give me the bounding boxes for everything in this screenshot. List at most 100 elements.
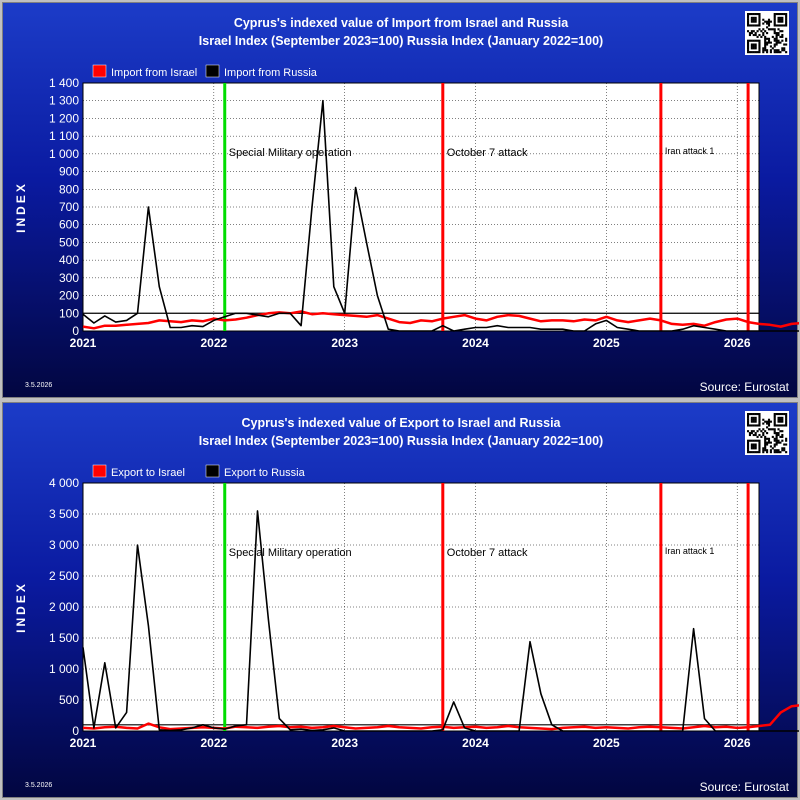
qr-module (752, 413, 755, 416)
qr-module (766, 437, 769, 440)
qr-module (752, 45, 755, 48)
qr-module (785, 16, 788, 19)
qr-module (777, 439, 780, 442)
qr-module (785, 18, 788, 21)
qr-module (748, 439, 752, 442)
qr-module (758, 414, 761, 418)
qr-module (766, 420, 769, 423)
qr-module (781, 413, 784, 416)
qr-module (777, 18, 780, 21)
qr-module (756, 24, 759, 27)
qr-module (758, 39, 761, 42)
qr-module (758, 447, 761, 450)
qr-module (783, 49, 786, 52)
export-chart-panel: Cyprus's indexed value of Export to Isra… (2, 402, 799, 798)
qr-module (747, 439, 750, 442)
qr-module (781, 420, 784, 423)
x-tick-label: 2026 (724, 736, 751, 750)
qr-module (775, 41, 778, 44)
chart-title: Cyprus's indexed value of Export to Isra… (241, 416, 561, 430)
x-tick-label: 2023 (331, 736, 358, 750)
qr-module (750, 418, 753, 421)
qr-module (747, 413, 750, 416)
chart-subtitle: Israel Index (September 2023=100) Russia… (199, 434, 603, 448)
qr-module (764, 35, 767, 38)
qr-module (752, 451, 755, 454)
qr-module (758, 424, 761, 427)
qr-module (747, 430, 750, 433)
import-chart: Cyprus's indexed value of Import from Is… (14, 11, 799, 394)
x-tick-label: 2026 (724, 336, 751, 350)
qr-module (752, 13, 755, 16)
qr-module (783, 43, 786, 46)
qr-module (758, 51, 761, 54)
qr-module (775, 24, 778, 27)
qr-module (760, 35, 763, 38)
qr-module (754, 424, 757, 427)
qr-module (779, 51, 782, 54)
qr-module (758, 41, 761, 44)
legend-label: Export to Israel (111, 467, 185, 479)
y-tick-label: 1 300 (49, 94, 79, 108)
qr-module (764, 43, 767, 46)
qr-module (756, 35, 759, 38)
qr-module (750, 20, 753, 23)
qr-module (767, 424, 771, 427)
qr-module (769, 20, 772, 23)
qr-module (781, 20, 784, 23)
qr-module (758, 47, 761, 50)
qr-module (773, 45, 776, 48)
qr-module (762, 47, 765, 50)
x-tick-label: 2025 (593, 336, 620, 350)
qr-module (783, 449, 786, 452)
qr-module (750, 16, 753, 19)
x-tick-label: 2021 (70, 336, 97, 350)
qr-module (781, 433, 784, 437)
qr-module (758, 14, 761, 18)
qr-module (752, 445, 755, 448)
qr-module (758, 24, 761, 27)
qr-module (785, 416, 788, 419)
qr-module (785, 424, 788, 427)
qr-module (771, 47, 774, 50)
qr-module (754, 16, 757, 19)
qr-module (773, 30, 776, 33)
qr-module (779, 451, 782, 454)
x-tick-label: 2025 (593, 736, 620, 750)
qr-module (773, 24, 776, 27)
qr-module (767, 41, 771, 44)
qr-module (777, 13, 780, 16)
qr-module (767, 437, 771, 440)
qr-module (775, 32, 778, 35)
qr-module (781, 24, 784, 27)
qr-module (769, 451, 772, 454)
qr-module (756, 424, 759, 427)
qr-module (756, 430, 759, 433)
qr-module (752, 447, 755, 450)
qr-module (781, 47, 784, 50)
qr-module (767, 441, 771, 444)
qr-module (766, 20, 769, 23)
qr-module (747, 13, 750, 16)
qr-module (779, 430, 782, 433)
qr-module (748, 51, 752, 54)
legend-label: Import from Russia (224, 67, 318, 79)
qr-module (767, 39, 771, 42)
qr-module (764, 420, 767, 423)
qr-module (766, 26, 769, 29)
qr-module (758, 441, 761, 444)
qr-module (747, 45, 750, 48)
qr-module (773, 18, 776, 21)
qr-module (781, 39, 784, 42)
qr-module (775, 435, 778, 438)
qr-module (747, 14, 750, 18)
y-tick-label: 1 000 (49, 662, 79, 676)
qr-module (754, 18, 757, 21)
qr-module (775, 424, 778, 427)
qr-module (752, 430, 755, 433)
qr-module (747, 20, 750, 23)
qr-module (785, 24, 788, 27)
series-line (82, 99, 799, 332)
qr-module (764, 30, 767, 33)
qr-module (777, 413, 780, 416)
